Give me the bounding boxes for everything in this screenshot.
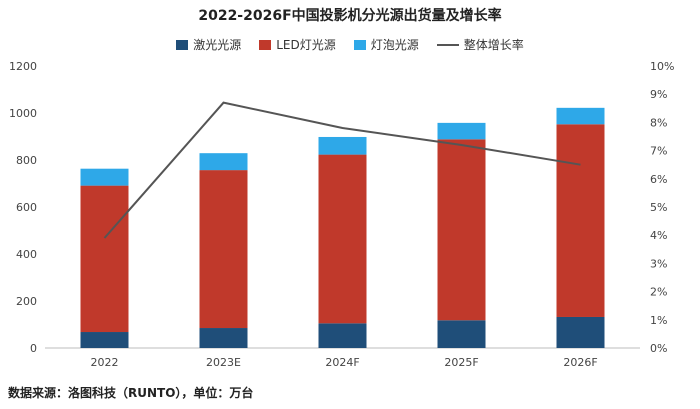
bar-segment-2: [318, 136, 367, 155]
bar-segment-0: [437, 320, 486, 348]
legend-item-led: LED灯光源: [259, 36, 336, 53]
legend-swatch-growth: [436, 43, 459, 46]
legend-label-laser: 激光光源: [193, 38, 242, 52]
y2-tick-label: 0%: [650, 342, 667, 355]
bar-segment-0: [199, 328, 248, 348]
bar-segment-2: [556, 107, 605, 125]
bar-segment-0: [80, 332, 129, 348]
bar-segment-2: [199, 153, 248, 171]
bar-segment-1: [80, 185, 129, 333]
bar-segment-1: [318, 154, 367, 324]
y2-tick-label: 4%: [650, 229, 667, 242]
y2-tick-label: 8%: [650, 116, 667, 129]
y2-tick-label: 10%: [650, 60, 674, 73]
bar-segment-0: [556, 316, 605, 348]
bar-segment-1: [199, 170, 248, 329]
y-tick-label: 400: [16, 248, 37, 261]
legend-label-lamp: 灯泡光源: [370, 38, 419, 52]
x-tick-label: 2022: [91, 356, 119, 369]
source-note: 数据来源：洛图科技（RUNTO），单位：万台: [8, 386, 254, 400]
y2-tick-label: 6%: [650, 173, 667, 186]
x-tick-label: 2026F: [563, 356, 597, 369]
legend-item-laser: 激光光源: [176, 36, 241, 53]
bar-segment-1: [556, 124, 605, 317]
y-tick-label: 200: [16, 295, 37, 308]
x-tick-label: 2023E: [206, 356, 241, 369]
x-tick-label: 2025F: [444, 356, 478, 369]
bar-segment-2: [80, 168, 129, 186]
y-tick-label: 800: [16, 154, 37, 167]
y-tick-label: 1000: [9, 107, 37, 120]
legend-swatch-laser: [176, 39, 189, 50]
y2-tick-label: 9%: [650, 88, 667, 101]
legend-swatch-lamp: [353, 39, 366, 50]
legend-item-growth: 整体增长率: [436, 36, 524, 53]
y2-tick-label: 7%: [650, 145, 667, 158]
legend-label-led: LED灯光源: [276, 38, 336, 52]
growth-rate-line: [103, 101, 581, 239]
y2-tick-label: 1%: [650, 314, 667, 327]
y2-tick-label: 2%: [650, 286, 667, 299]
legend-item-lamp: 灯泡光源: [353, 36, 419, 53]
y2-tick-label: 3%: [650, 257, 667, 270]
y-tick-label: 600: [16, 201, 37, 214]
y2-tick-label: 5%: [650, 201, 667, 214]
y-tick-label: 1200: [9, 60, 37, 73]
bar-segment-0: [318, 323, 367, 348]
bar-segment-1: [437, 139, 486, 321]
bar-segment-2: [437, 122, 486, 140]
legend-swatch-led: [259, 39, 272, 50]
x-tick-label: 2024F: [325, 356, 359, 369]
chart-title: 2022-2026F中国投影机分光源出货量及增长率: [198, 8, 502, 24]
y-tick-label: 0: [30, 342, 37, 355]
legend-label-growth: 整体增长率: [463, 38, 524, 52]
legend: 激光光源 LED灯光源 灯泡光源 整体增长率: [0, 36, 700, 53]
